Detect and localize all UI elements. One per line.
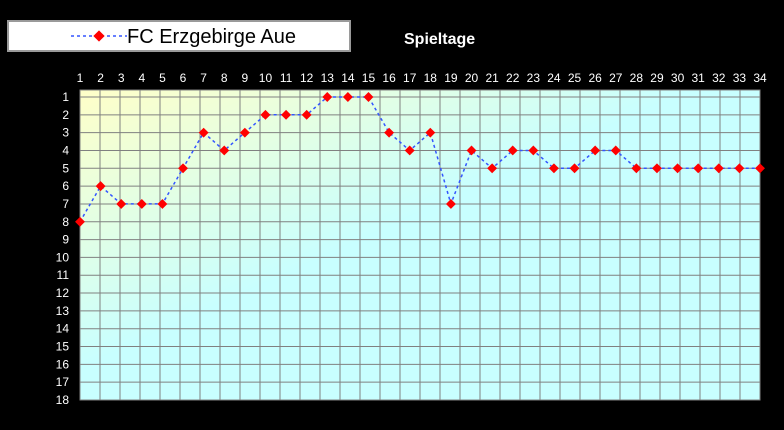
x-tick-label: 23 xyxy=(527,71,541,85)
x-tick-label: 12 xyxy=(300,71,314,85)
x-tick-label: 28 xyxy=(630,71,644,85)
x-tick-labels: 1 2 3 4 5 6 7 8 9 10 11 12 13 14 15 16 17 18 19 20 21 22 23 24 2… xyxy=(77,71,767,85)
data-point xyxy=(528,145,539,156)
data-point xyxy=(425,127,436,138)
data-point xyxy=(178,163,188,174)
data-point xyxy=(95,181,106,192)
x-tick-label: 18 xyxy=(424,71,438,85)
data-point xyxy=(548,163,559,174)
plot-border xyxy=(79,89,761,401)
x-tick-label: 3 xyxy=(118,71,125,85)
x-tick-label: 8 xyxy=(221,71,228,85)
x-tick-label: 26 xyxy=(588,71,602,85)
y-tick-label: 3 xyxy=(62,126,69,140)
data-point xyxy=(198,127,209,138)
series-line xyxy=(79,96,760,223)
y-tick-label: 15 xyxy=(56,340,70,354)
x-tick-label: 5 xyxy=(159,71,166,85)
data-point xyxy=(136,198,147,209)
y-tick-label: 10 xyxy=(56,250,70,264)
y-tick-label: 17 xyxy=(56,375,70,389)
x-tick-label: 6 xyxy=(180,71,187,85)
data-point xyxy=(610,145,621,156)
data-point xyxy=(652,163,662,174)
x-tick-label: 4 xyxy=(138,71,145,85)
x-tick-label: 31 xyxy=(692,71,706,85)
y-tick-label: 4 xyxy=(62,143,69,157)
x-tick-label: 34 xyxy=(753,71,767,85)
y-tick-label: 5 xyxy=(62,161,69,175)
data-point xyxy=(219,145,230,156)
x-tick-label: 1 xyxy=(77,71,84,85)
chart-title: Spieltage xyxy=(404,31,476,48)
y-tick-label: 1 xyxy=(62,90,69,104)
y-tick-label: 9 xyxy=(62,233,69,247)
data-point xyxy=(631,163,642,174)
x-tick-label: 24 xyxy=(547,71,561,85)
data-point xyxy=(569,163,580,174)
x-tick-label: 33 xyxy=(733,71,747,85)
legend-label: FC Erzgebirge Aue xyxy=(127,26,296,48)
data-point xyxy=(384,127,395,138)
y-tick-label: 6 xyxy=(62,179,69,193)
legend: FC Erzgebirge Aue xyxy=(7,20,351,52)
x-tick-label: 22 xyxy=(506,71,520,85)
data-point xyxy=(404,145,415,156)
data-point xyxy=(755,163,765,174)
data-point xyxy=(239,127,250,138)
data-point xyxy=(734,163,745,174)
y-tick-label: 2 xyxy=(62,108,69,122)
x-tick-label: 20 xyxy=(465,71,479,85)
x-tick-label: 7 xyxy=(200,71,207,85)
data-point xyxy=(590,145,601,156)
x-tick-label: 17 xyxy=(403,71,417,85)
series-layer xyxy=(75,92,765,227)
data-point xyxy=(693,163,704,174)
y-tick-label: 12 xyxy=(56,286,70,300)
data-point xyxy=(116,198,127,209)
data-point xyxy=(672,163,683,174)
data-point xyxy=(466,145,477,156)
x-tick-label: 19 xyxy=(444,71,458,85)
x-tick-label: 27 xyxy=(609,71,623,85)
y-tick-label: 13 xyxy=(56,304,70,318)
legend-line-icon xyxy=(71,30,127,42)
x-tick-label: 29 xyxy=(650,71,664,85)
data-point xyxy=(713,163,724,174)
data-point xyxy=(157,198,168,209)
x-tick-label: 9 xyxy=(242,71,249,85)
data-point xyxy=(507,145,518,156)
x-tick-label: 21 xyxy=(485,71,499,85)
y-tick-label: 16 xyxy=(56,357,70,371)
x-tick-label: 15 xyxy=(362,71,376,85)
y-tick-label: 7 xyxy=(62,197,69,211)
x-tick-label: 11 xyxy=(280,71,293,85)
x-tick-label: 32 xyxy=(712,71,726,85)
x-tick-label: 13 xyxy=(321,71,335,85)
x-tick-label: 25 xyxy=(568,71,582,85)
data-point xyxy=(445,198,456,209)
grid xyxy=(79,89,761,401)
data-point xyxy=(75,216,85,227)
y-tick-label: 11 xyxy=(57,268,70,282)
x-tick-label: 16 xyxy=(382,71,396,85)
y-tick-label: 14 xyxy=(56,322,70,336)
x-tick-label: 10 xyxy=(259,71,273,85)
y-tick-label: 18 xyxy=(56,393,70,407)
x-tick-label: 30 xyxy=(671,71,685,85)
x-tick-label: 2 xyxy=(97,71,104,85)
x-tick-label: 14 xyxy=(341,71,355,85)
data-point xyxy=(487,163,498,174)
y-tick-label: 8 xyxy=(62,215,69,229)
